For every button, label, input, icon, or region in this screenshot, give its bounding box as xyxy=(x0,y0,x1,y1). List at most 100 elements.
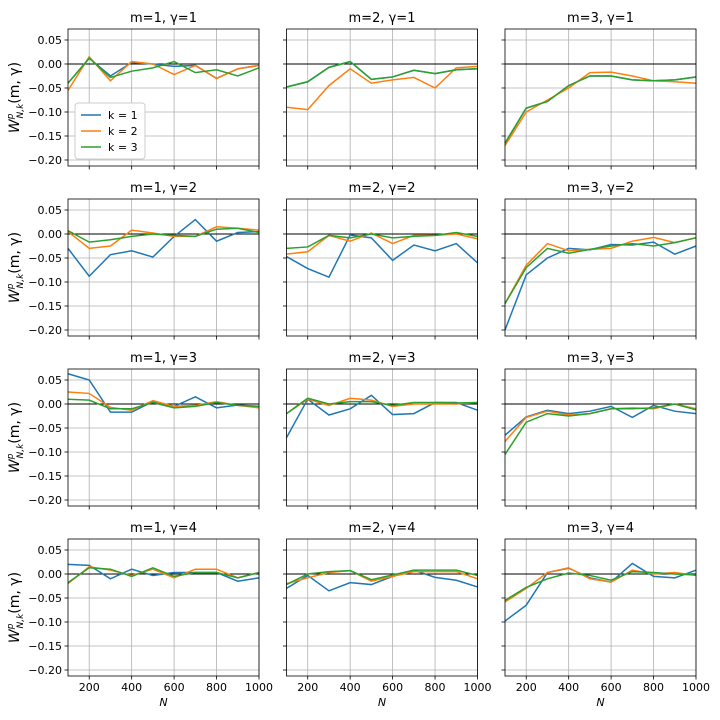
x-axis-label: N xyxy=(159,696,167,709)
x-tick-label: 1000 xyxy=(245,681,273,694)
y-tick-label: 0.00 xyxy=(38,398,63,411)
panel: m=3, γ=3 xyxy=(501,351,697,510)
series-line xyxy=(504,236,697,304)
axes-frame xyxy=(504,198,697,337)
panel: m=1, γ=2 0.05 0.00 −0.05 −0.10 −0.15 −0.20 WpN,… xyxy=(6,181,260,340)
y-tick-label: −0.15 xyxy=(28,640,62,653)
y-tick-label: 0.05 xyxy=(38,374,63,387)
axes-frame xyxy=(67,368,260,507)
axes-frame xyxy=(286,28,478,167)
x-tick-label: 200 xyxy=(516,681,537,694)
panel: m=1, γ=1 0.05 0.00 −0.05 −0.10 −0.15 −0.20 WpN,… xyxy=(6,11,260,170)
series-line xyxy=(67,226,260,250)
y-tick-label: 0.00 xyxy=(38,58,63,71)
axes-frame xyxy=(286,368,478,507)
y-label-base: W xyxy=(7,288,23,303)
y-tick-label: −0.15 xyxy=(28,130,62,143)
x-tick-label: 200 xyxy=(79,681,100,694)
x-tick-label: 1000 xyxy=(464,681,492,694)
series-line xyxy=(504,562,697,622)
series-line xyxy=(67,57,260,84)
panel-title: m=1, γ=4 xyxy=(130,521,197,536)
series-line xyxy=(286,60,478,88)
y-tick-label: −0.10 xyxy=(28,276,62,289)
y-tick-label: −0.20 xyxy=(28,154,62,167)
y-tick-label: −0.20 xyxy=(28,324,62,337)
series-line xyxy=(286,569,478,585)
x-tick-label: 200 xyxy=(297,681,318,694)
y-label-sup: p xyxy=(6,623,16,630)
x-tick-label: 400 xyxy=(340,681,361,694)
y-label-arg: (m, γ) xyxy=(7,402,23,444)
y-tick-label: −0.10 xyxy=(28,106,62,119)
y-tick-label: 0.05 xyxy=(38,204,63,217)
panel-title: m=1, γ=2 xyxy=(130,181,197,196)
panel-title: m=2, γ=1 xyxy=(349,11,416,26)
y-label-sup: p xyxy=(6,113,16,120)
series-line xyxy=(67,373,260,413)
x-axis-label: N xyxy=(596,696,604,709)
legend-label: k = 3 xyxy=(108,141,138,154)
y-tick-label: 0.00 xyxy=(38,228,63,241)
y-tick-label: 0.05 xyxy=(38,34,63,47)
series-line xyxy=(504,570,697,602)
panel: m=2, γ=3 xyxy=(283,351,478,510)
y-tick-label: −0.05 xyxy=(28,252,62,265)
y-label-base: W xyxy=(7,458,23,473)
y-tick-label: −0.20 xyxy=(28,494,62,507)
panel-title: m=3, γ=2 xyxy=(567,181,634,196)
panel: m=2, γ=1 xyxy=(283,11,478,170)
y-label-sub: N,k xyxy=(16,613,26,629)
series-line xyxy=(286,65,478,111)
legend-label: k = 1 xyxy=(108,109,138,122)
y-label-sup: p xyxy=(6,453,16,460)
series-line xyxy=(504,403,697,455)
y-tick-label: −0.10 xyxy=(28,616,62,629)
series-line xyxy=(504,71,697,147)
panel-title: m=2, γ=2 xyxy=(349,181,416,196)
x-tick-label: 400 xyxy=(121,681,142,694)
axes-frame xyxy=(286,538,478,677)
y-tick-label: −0.05 xyxy=(28,82,62,95)
panel: m=1, γ=4 0.05 0.00 −0.05 −0.10 −0.15 −0.20 200 4… xyxy=(6,521,273,709)
y-label-sub: N,k xyxy=(16,273,26,289)
series-line xyxy=(67,398,260,410)
y-axis-label: WpN,k(m, γ) xyxy=(6,62,26,133)
y-tick-label: −0.05 xyxy=(28,592,62,605)
y-axis-label: WpN,k(m, γ) xyxy=(6,572,26,643)
series-line xyxy=(504,404,697,436)
y-label-arg: (m, γ) xyxy=(7,62,23,104)
series-line xyxy=(286,234,479,279)
panel: m=2, γ=2 xyxy=(283,181,479,340)
x-axis-label: N xyxy=(378,696,386,709)
y-tick-label: −0.20 xyxy=(28,664,62,677)
x-tick-label: 800 xyxy=(425,681,446,694)
series-line xyxy=(286,569,478,586)
series-line xyxy=(67,227,260,243)
axes-frame xyxy=(67,538,260,677)
y-label-sup: p xyxy=(6,283,16,290)
panel: m=3, γ=2 xyxy=(501,181,697,340)
x-tick-label: 600 xyxy=(601,681,622,694)
y-label-base: W xyxy=(7,628,23,643)
axes-frame xyxy=(504,538,697,677)
series-line xyxy=(67,218,260,278)
axes-frame xyxy=(67,198,260,337)
y-label-arg: (m, γ) xyxy=(7,232,23,274)
series-line xyxy=(286,397,478,415)
series-line xyxy=(67,566,260,584)
y-tick-label: −0.05 xyxy=(28,422,62,435)
axes-frame xyxy=(504,368,697,507)
y-axis-label: WpN,k(m, γ) xyxy=(6,232,26,303)
axes-frame xyxy=(67,28,260,167)
x-tick-label: 600 xyxy=(164,681,185,694)
series-line xyxy=(504,75,697,144)
series-line xyxy=(286,569,478,592)
x-tick-label: 800 xyxy=(206,681,227,694)
panel: m=3, γ=1 xyxy=(501,11,697,170)
legend-box xyxy=(74,102,146,160)
y-label-base: W xyxy=(7,118,23,133)
panel: m=1, γ=3 0.05 0.00 −0.05 −0.10 −0.15 −0.20 WpN,… xyxy=(6,351,260,510)
y-tick-label: −0.15 xyxy=(28,300,62,313)
x-tick-label: 400 xyxy=(558,681,579,694)
